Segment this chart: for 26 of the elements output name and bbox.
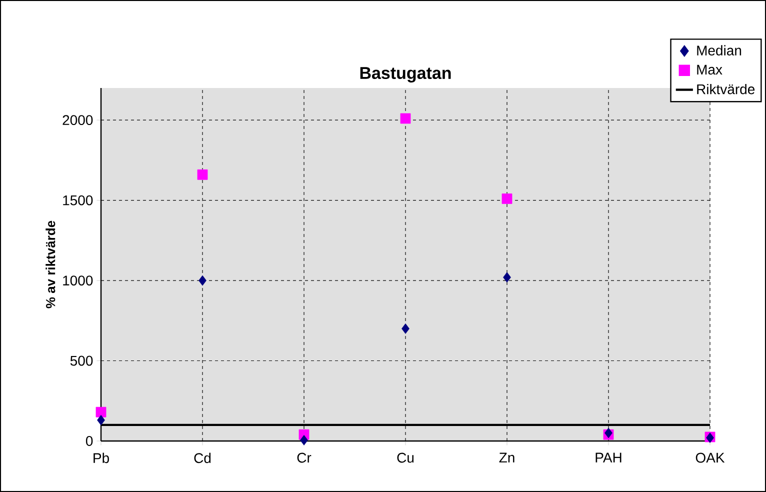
x-tick-label: OAK bbox=[696, 452, 725, 463]
legend-label: Riktvärde bbox=[697, 84, 755, 94]
y-tick-label: 1500 bbox=[63, 195, 93, 206]
x-tick-label: Pb bbox=[94, 452, 109, 464]
y-tick-label: 0 bbox=[86, 436, 93, 446]
y-tick-label: 1000 bbox=[63, 276, 93, 286]
x-tick-label: Zn bbox=[499, 452, 514, 462]
point bbox=[97, 414, 105, 426]
point bbox=[503, 272, 511, 283]
point bbox=[300, 434, 308, 446]
point bbox=[400, 113, 411, 124]
legend-label: Max bbox=[697, 64, 722, 75]
x-tick-label: Cd bbox=[194, 452, 211, 464]
legend-label: Median bbox=[697, 45, 742, 56]
chart-title: Bastugatan bbox=[360, 67, 451, 82]
y-tick-label: 500 bbox=[70, 356, 93, 366]
x-tick-label: Cr bbox=[297, 452, 312, 463]
point bbox=[402, 323, 410, 334]
x-tick-label: Cu bbox=[397, 452, 414, 463]
point bbox=[198, 275, 206, 286]
point bbox=[502, 194, 512, 204]
x-tick-label: PAH bbox=[596, 452, 622, 462]
point bbox=[197, 169, 208, 180]
y-tick-label: 2000 bbox=[62, 115, 93, 126]
y-axis-title: % av riktvärde bbox=[46, 220, 56, 308]
point bbox=[96, 406, 106, 418]
